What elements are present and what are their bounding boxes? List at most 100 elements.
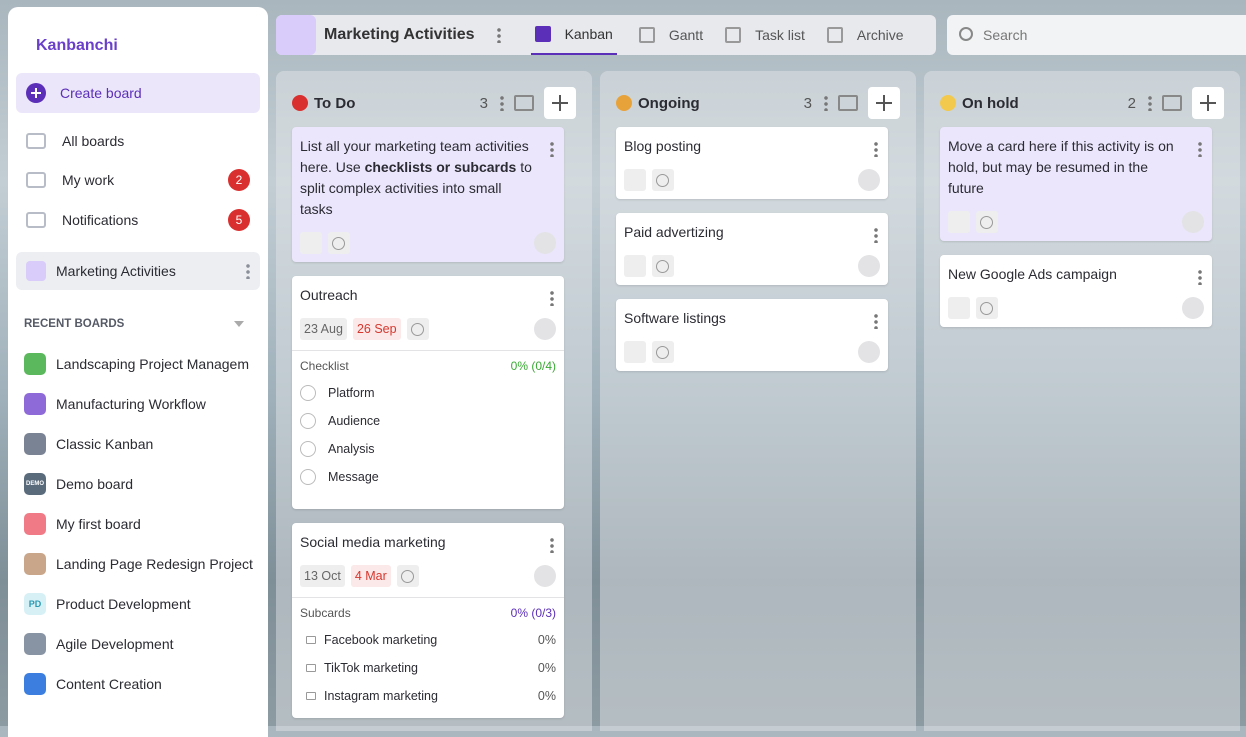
recent-board[interactable]: Content Creation <box>16 664 260 704</box>
assignee-avatar[interactable] <box>1182 297 1204 319</box>
list-menu[interactable] <box>1148 95 1152 111</box>
card-menu[interactable] <box>874 313 878 329</box>
checklist-item[interactable]: Message <box>300 463 556 491</box>
subcard[interactable]: TikTok marketing 0% <box>300 654 556 682</box>
card-menu[interactable] <box>874 141 878 157</box>
card-footer: 23 Aug 26 Sep <box>300 318 556 340</box>
nav-item[interactable]: All boards <box>16 121 260 161</box>
date-icon <box>624 169 646 191</box>
list-menu[interactable] <box>824 95 828 111</box>
checklist-item[interactable]: Audience <box>300 407 556 435</box>
status-icon <box>406 318 429 340</box>
assignee-avatar[interactable] <box>534 232 556 254</box>
card[interactable]: List all your marketing team activities … <box>292 127 564 262</box>
card[interactable]: Software listings <box>616 299 888 371</box>
card-menu[interactable] <box>874 227 878 243</box>
list-menu[interactable] <box>500 95 504 111</box>
assignee-avatar[interactable] <box>858 255 880 277</box>
assignee-avatar[interactable] <box>534 565 556 587</box>
top-bar: Marketing Activities Kanban Gantt Task list… <box>276 15 936 55</box>
nav-label: Notifications <box>62 211 139 228</box>
add-card-button[interactable] <box>544 87 576 119</box>
card-footer <box>624 169 880 191</box>
board-icon <box>24 552 46 575</box>
card-menu[interactable] <box>1198 269 1202 285</box>
card[interactable]: Social media marketing 13 Oct 4 Mar Subcard… <box>292 523 564 718</box>
card[interactable]: Outreach 23 Aug 26 Sep Checklist 0% (0/4) Pla… <box>292 276 564 509</box>
subcards-progress: 0% (0/3) <box>510 606 556 620</box>
card-title: Software listings <box>624 310 726 326</box>
recent-board-label: Landscaping Project Managem <box>56 355 250 372</box>
assignee-avatar[interactable] <box>1182 211 1204 233</box>
board-icon <box>24 512 46 535</box>
assignee-avatar[interactable] <box>534 318 556 340</box>
logo[interactable]: Kanbanchi <box>36 37 118 54</box>
card-title: Paid advertizing <box>624 224 724 240</box>
list-view-toggle[interactable] <box>514 95 534 111</box>
status-icon <box>396 565 419 587</box>
add-card-button[interactable] <box>868 87 900 119</box>
status-ring <box>400 569 414 583</box>
card[interactable]: Blog posting <box>616 127 888 199</box>
assignee-avatar[interactable] <box>858 169 880 191</box>
checklist-item[interactable]: Platform <box>300 379 556 407</box>
add-card-button[interactable] <box>1192 87 1224 119</box>
recent-board[interactable]: Agile Development <box>16 624 260 664</box>
list-view-toggle[interactable] <box>838 95 858 111</box>
subcard-icon <box>306 664 316 672</box>
create-board-button[interactable]: Create board <box>16 73 260 113</box>
nav-item[interactable]: My work 2 <box>16 161 260 201</box>
card[interactable]: New Google Ads campaign <box>940 255 1212 327</box>
view-tab[interactable]: Task list <box>725 15 805 55</box>
recent-board[interactable]: Landscaping Project Managem <box>16 344 260 384</box>
checklist-title: Checklist <box>300 359 349 373</box>
recent-board-label: My first board <box>56 515 141 532</box>
card-count: 2 <box>1127 94 1136 112</box>
search-box[interactable]: Search <box>947 15 1246 55</box>
recent-board[interactable]: Manufacturing Workflow <box>16 384 260 424</box>
status-icon <box>328 232 350 254</box>
board-menu[interactable] <box>496 27 501 43</box>
list-view-toggle[interactable] <box>1162 95 1182 111</box>
board-icon <box>24 632 46 655</box>
recent-board[interactable]: My first board <box>16 504 260 544</box>
card-menu[interactable] <box>550 141 554 157</box>
card-title: Social media marketing <box>300 534 446 550</box>
checklist-item-label: Platform <box>328 386 375 400</box>
card-menu[interactable] <box>550 537 554 553</box>
board-icon <box>24 672 46 695</box>
recent-title[interactable]: RECENT BOARDS <box>16 290 260 344</box>
recent-board[interactable]: PD Product Development <box>16 584 260 624</box>
card-footer: 13 Oct 4 Mar <box>300 565 556 587</box>
subcard[interactable]: Facebook marketing 0% <box>300 626 556 654</box>
view-tab[interactable]: Archive <box>826 15 904 55</box>
status-ring <box>656 345 669 359</box>
view-tab[interactable]: Kanban <box>530 15 617 55</box>
date-icon <box>300 232 322 254</box>
nav-item[interactable]: Notifications 5 <box>16 200 260 240</box>
card[interactable]: Move a card here if this activity is on … <box>940 127 1212 241</box>
view-tab[interactable]: Gantt <box>638 15 703 55</box>
list-column: To Do 3 List all your marketing team activ… <box>276 71 592 731</box>
recent-board-label: Demo board <box>56 475 134 492</box>
nav-label: All boards <box>62 132 125 149</box>
subcard-progress: 0% <box>537 661 556 675</box>
recent-board[interactable]: Classic Kanban <box>16 424 260 464</box>
recent-board[interactable]: Landing Page Redesign Project <box>16 544 260 584</box>
current-board[interactable]: Marketing Activities <box>16 251 260 290</box>
date-icon <box>948 297 970 319</box>
due-date: 4 Mar <box>350 565 391 587</box>
recent-board[interactable]: DEMO Demo board <box>16 464 260 504</box>
status-ring <box>410 322 424 336</box>
tab-icon <box>826 27 843 43</box>
card-menu[interactable] <box>550 290 554 306</box>
subcard[interactable]: Instagram marketing 0% <box>300 682 556 710</box>
checklist-item[interactable]: Analysis <box>300 435 556 463</box>
card-text: List all your marketing team activities … <box>300 138 529 175</box>
card[interactable]: Paid advertizing <box>616 213 888 285</box>
subcards-title: Subcards <box>300 606 351 620</box>
menu-dots[interactable] <box>246 262 250 279</box>
card-menu[interactable] <box>1198 141 1202 157</box>
assignee-avatar[interactable] <box>858 341 880 363</box>
